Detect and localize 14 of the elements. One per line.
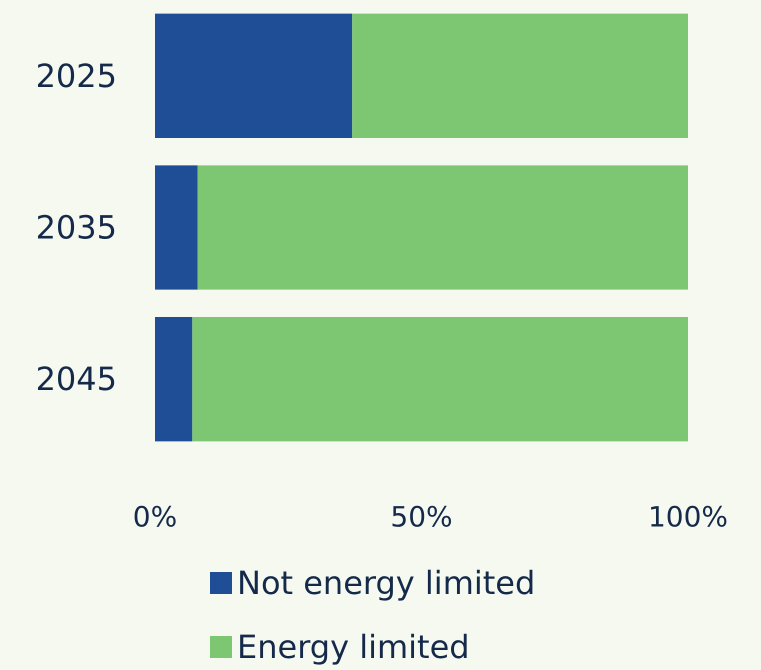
x-tick-label: 100%: [648, 500, 728, 534]
legend-label: Energy limited: [237, 628, 470, 666]
legend-label: Not energy limited: [237, 564, 536, 602]
x-tick-label: 0%: [132, 500, 178, 534]
bar: [155, 316, 192, 442]
y-tick-label: 2035: [36, 208, 117, 246]
x-tick-label: 50%: [390, 500, 453, 534]
bar: [155, 165, 198, 290]
bar: [352, 14, 688, 138]
bar: [198, 165, 688, 290]
bar: [192, 316, 688, 442]
y-tick-label: 2045: [36, 360, 117, 398]
y-tick-label: 2025: [36, 56, 117, 95]
bar: [155, 14, 352, 138]
